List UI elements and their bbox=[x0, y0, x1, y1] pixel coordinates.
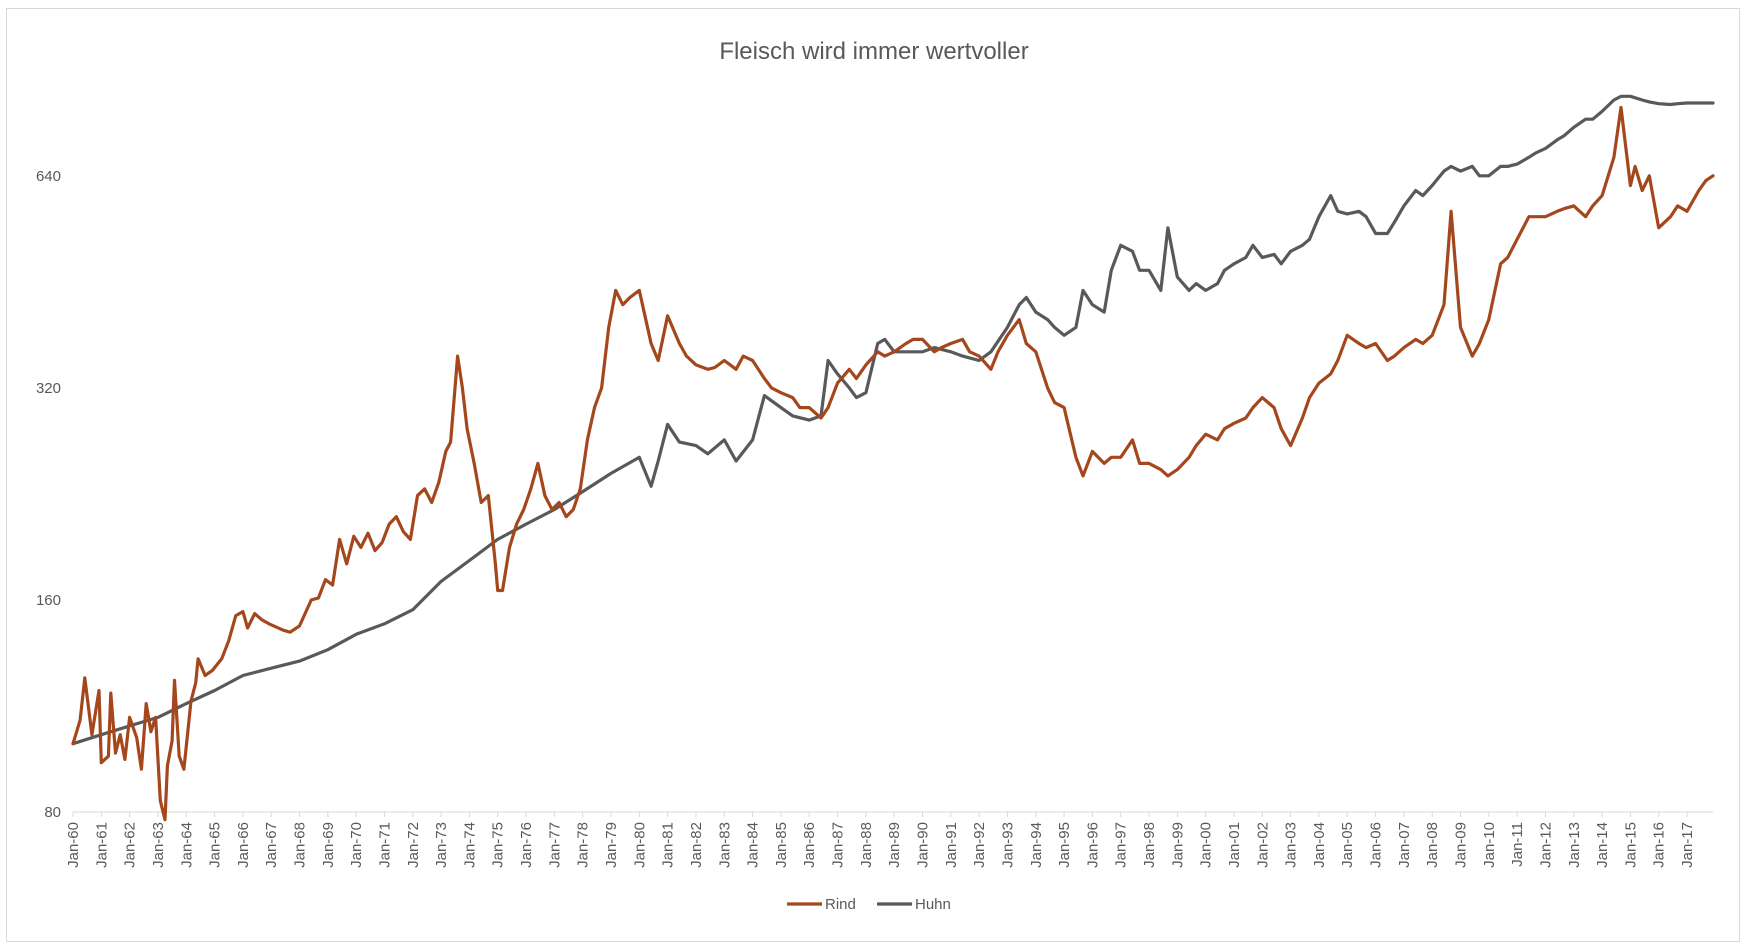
x-tick-label: Jan-71 bbox=[376, 822, 393, 868]
x-tick-label: Jan-04 bbox=[1311, 822, 1328, 868]
x-tick-label: Jan-87 bbox=[830, 822, 847, 868]
x-tick-label: Jan-05 bbox=[1339, 822, 1356, 868]
x-tick-label: Jan-63 bbox=[150, 822, 167, 868]
x-tick-label: Jan-94 bbox=[1028, 822, 1045, 868]
x-tick-label: Jan-64 bbox=[178, 822, 195, 868]
chart-frame: Fleisch wird immer wertvoller 80 160 320 64… bbox=[6, 8, 1740, 942]
y-axis: 80 160 320 640 bbox=[36, 168, 61, 821]
x-tick-label: Jan-67 bbox=[263, 822, 280, 868]
x-tick-label: Jan-08 bbox=[1424, 822, 1441, 868]
y-tick-label: 640 bbox=[36, 168, 61, 185]
x-tick-label: Jan-80 bbox=[631, 822, 648, 868]
x-tick-label: Jan-83 bbox=[716, 822, 733, 868]
x-axis: Jan-60 Jan-61 Jan-62 Jan-63 Jan-64 Jan-65 Jan-… bbox=[65, 811, 1713, 868]
x-tick-label: Jan-09 bbox=[1453, 822, 1470, 868]
x-tick-label: Jan-17 bbox=[1679, 822, 1696, 868]
x-tick-label: Jan-10 bbox=[1481, 822, 1498, 868]
x-tick-label: Jan-75 bbox=[490, 822, 507, 868]
x-tick-label: Jan-62 bbox=[122, 822, 139, 868]
chart-title: Fleisch wird immer wertvoller bbox=[719, 38, 1028, 65]
x-tick-label: Jan-61 bbox=[93, 822, 110, 868]
x-tick-label: Jan-91 bbox=[943, 822, 960, 868]
x-tick-label: Jan-97 bbox=[1113, 822, 1130, 868]
x-tick-label: Jan-90 bbox=[914, 822, 931, 868]
x-tick-label: Jan-16 bbox=[1651, 822, 1668, 868]
x-tick-label: Jan-99 bbox=[1169, 822, 1186, 868]
x-tick-label: Jan-74 bbox=[461, 822, 478, 868]
x-tick-label: Jan-79 bbox=[603, 822, 620, 868]
x-tick-label: Jan-12 bbox=[1537, 822, 1554, 868]
line-chart: Fleisch wird immer wertvoller 80 160 320 64… bbox=[36, 38, 1715, 913]
x-tick-label: Jan-01 bbox=[1226, 822, 1243, 868]
y-tick-label: 160 bbox=[36, 592, 61, 609]
series-line-rind bbox=[71, 105, 1715, 822]
x-tick-label: Jan-15 bbox=[1622, 822, 1639, 868]
series-layer bbox=[71, 94, 1715, 822]
y-tick-label: 320 bbox=[36, 380, 61, 397]
legend-label-rind: Rind bbox=[825, 896, 856, 913]
x-tick-label: Jan-03 bbox=[1283, 822, 1300, 868]
x-tick-label: Jan-82 bbox=[688, 822, 705, 868]
x-tick-label: Jan-85 bbox=[773, 822, 790, 868]
x-tick-label: Jan-98 bbox=[1141, 822, 1158, 868]
x-tick-label: Jan-02 bbox=[1254, 822, 1271, 868]
y-tick-label: 80 bbox=[44, 804, 61, 821]
x-tick-label: Jan-07 bbox=[1396, 822, 1413, 868]
x-tick-label: Jan-88 bbox=[858, 822, 875, 868]
x-tick-label: Jan-66 bbox=[235, 822, 252, 868]
x-tick-label: Jan-13 bbox=[1566, 822, 1583, 868]
x-tick-label: Jan-00 bbox=[1198, 822, 1215, 868]
x-tick-label: Jan-77 bbox=[546, 822, 563, 868]
x-tick-label: Jan-95 bbox=[1056, 822, 1073, 868]
x-tick-label: Jan-93 bbox=[999, 822, 1016, 868]
x-tick-label: Jan-76 bbox=[518, 822, 535, 868]
series-line-huhn bbox=[71, 94, 1715, 746]
x-tick-label: Jan-96 bbox=[1084, 822, 1101, 868]
x-tick-label: Jan-81 bbox=[660, 822, 677, 868]
x-tick-label: Jan-60 bbox=[65, 822, 82, 868]
x-tick-label: Jan-73 bbox=[433, 822, 450, 868]
x-tick-label: Jan-78 bbox=[575, 822, 592, 868]
x-tick-label: Jan-68 bbox=[292, 822, 309, 868]
x-tick-label: Jan-14 bbox=[1594, 822, 1611, 868]
x-tick-label: Jan-72 bbox=[405, 822, 422, 868]
x-tick-label: Jan-69 bbox=[320, 822, 337, 868]
x-tick-label: Jan-65 bbox=[207, 822, 224, 868]
x-tick-label: Jan-86 bbox=[801, 822, 818, 868]
legend-label-huhn: Huhn bbox=[915, 896, 951, 913]
legend: Rind Huhn bbox=[787, 896, 951, 913]
x-tick-label: Jan-92 bbox=[971, 822, 988, 868]
x-tick-label: Jan-06 bbox=[1368, 822, 1385, 868]
x-tick-label: Jan-89 bbox=[886, 822, 903, 868]
x-tick-label: Jan-84 bbox=[745, 822, 762, 868]
x-tick-label: Jan-70 bbox=[348, 822, 365, 868]
x-tick-label: Jan-11 bbox=[1509, 822, 1526, 867]
